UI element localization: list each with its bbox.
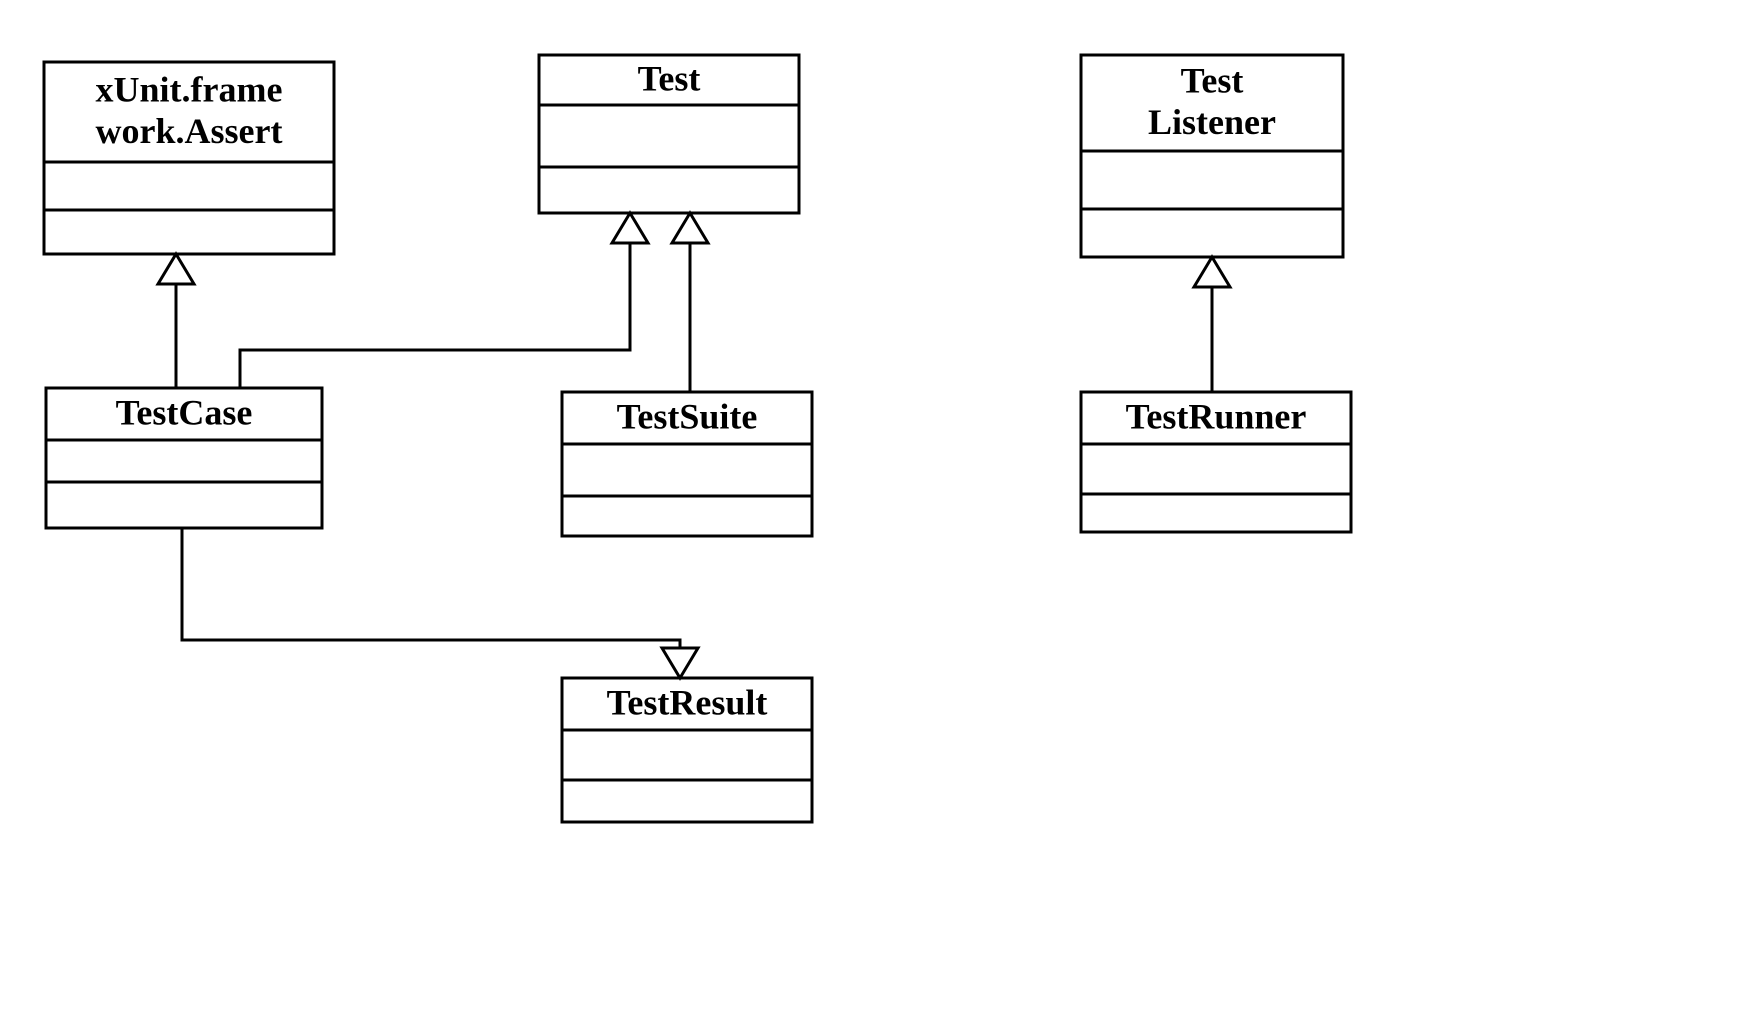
class-box-test: Test [539, 55, 799, 213]
class-box-testresult: TestResult [562, 678, 812, 822]
class-title-test: Test [638, 58, 701, 98]
class-box-testrunner: TestRunner [1081, 392, 1351, 532]
class-title-testsuite: TestSuite [617, 396, 758, 436]
class-title-testlistener: Listener [1148, 102, 1276, 142]
class-box-assert: xUnit.framework.Assert [44, 62, 334, 254]
class-title-testresult: TestResult [607, 682, 768, 722]
class-title-testlistener: Test [1181, 61, 1244, 101]
class-box-testcase: TestCase [46, 388, 322, 528]
class-title-testcase: TestCase [116, 392, 253, 432]
uml-diagram: xUnit.framework.AssertTestTestListenerTe… [0, 0, 1762, 1023]
class-title-assert: work.Assert [96, 111, 283, 151]
class-title-assert: xUnit.frame [96, 70, 283, 110]
class-box-testsuite: TestSuite [562, 392, 812, 536]
class-title-testrunner: TestRunner [1126, 396, 1307, 436]
class-box-testlistener: TestListener [1081, 55, 1343, 257]
